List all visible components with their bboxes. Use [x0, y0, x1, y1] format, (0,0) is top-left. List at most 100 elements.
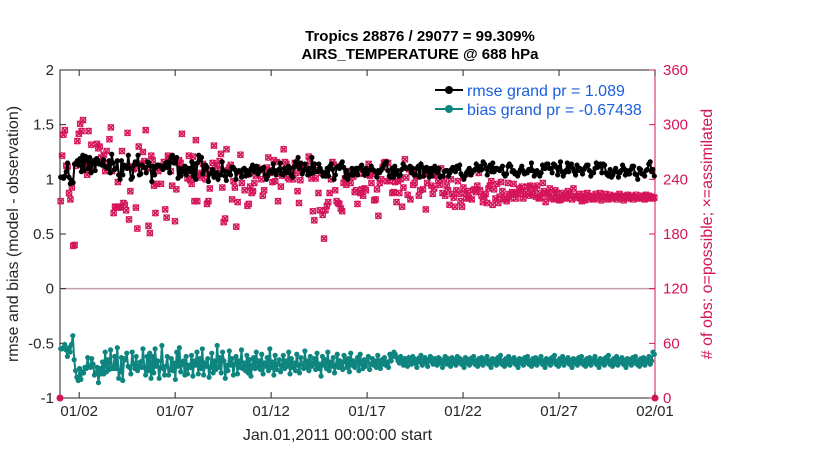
obs-assimilated-marker: [58, 152, 66, 160]
obs-assimilated-marker: [171, 217, 179, 225]
bias-point: [151, 370, 157, 376]
rmse-point: [615, 174, 622, 180]
obs-assimilated-marker: [280, 145, 288, 153]
rmse-point: [215, 176, 221, 182]
obs-assimilated-marker: [320, 234, 328, 243]
plot-frame: [59, 69, 656, 399]
obs-assimilated-marker: [550, 195, 558, 203]
obs-possible-marker: [468, 195, 476, 203]
obs-possible-marker: [510, 180, 517, 188]
bias-point: [159, 342, 165, 349]
bias-point: [134, 368, 141, 374]
bias-point: [192, 362, 199, 368]
bias-point: [72, 368, 79, 374]
right-tick-label: 240: [663, 171, 688, 188]
bias-point: [105, 357, 111, 363]
rmse-point: [118, 158, 125, 164]
rmse-point: [222, 173, 228, 179]
obs-assimilated-marker: [126, 187, 134, 195]
bias-point: [651, 351, 657, 357]
bias-point: [163, 363, 169, 369]
bias-point: [236, 358, 242, 364]
bias-point: [206, 374, 212, 380]
obs-possible-marker: [362, 186, 370, 194]
obs-possible-marker: [430, 185, 438, 192]
rmse-point: [218, 172, 224, 178]
bias-point: [470, 353, 477, 360]
obs-possible-marker: [152, 209, 159, 217]
obs-possible-marker: [210, 142, 218, 150]
chart-title-line1: Tropics 28876 / 29077 = 99.309%: [305, 28, 535, 45]
obs-assimilated-marker: [87, 141, 95, 149]
bias-point: [122, 357, 129, 363]
obs-assimilated-marker: [161, 205, 169, 213]
rmse-point: [204, 164, 210, 170]
rmse-point: [292, 159, 298, 165]
rmse-point: [312, 161, 318, 167]
obs-assimilated-marker: [419, 185, 427, 193]
rmse-point: [193, 176, 199, 182]
bias-point: [149, 353, 156, 360]
rmse-point: [178, 173, 184, 179]
rmse-point: [105, 165, 111, 171]
obs-possible-marker: [132, 204, 140, 211]
rmse-point: [200, 171, 206, 177]
bias-point: [276, 357, 282, 363]
obs-possible-marker: [161, 205, 169, 213]
bias-point: [198, 365, 204, 372]
bias-point: [259, 351, 265, 357]
bias-point: [197, 356, 203, 362]
rmse-point: [339, 159, 345, 165]
bias-point: [222, 375, 228, 381]
obs-possible-marker: [205, 197, 212, 205]
bias-point: [107, 347, 114, 353]
bias-point: [230, 372, 236, 378]
obs-assimilated-marker: [65, 189, 73, 197]
obs-assimilated-marker: [331, 186, 339, 194]
rmse-point: [64, 160, 71, 166]
obs-possible-marker: [241, 186, 249, 194]
rmse-point: [87, 154, 93, 161]
rmse-point: [220, 167, 227, 174]
obs-assimilated-marker: [342, 181, 350, 189]
bias-point: [357, 351, 363, 357]
bias-point: [248, 373, 254, 379]
rmse-point: [134, 161, 140, 167]
obs-assimilated-marker: [362, 186, 370, 194]
rmse-point: [296, 165, 303, 171]
obs-possible-marker: [294, 187, 301, 195]
bias-point: [133, 353, 139, 360]
obs-assimilated-marker: [373, 185, 381, 193]
obs-possible-marker: [497, 178, 505, 186]
obs-possible-marker: [142, 126, 150, 134]
rmse-point: [135, 152, 141, 158]
obs-possible-marker: [277, 183, 285, 191]
obs-possible-marker: [260, 186, 268, 194]
bias-point: [187, 364, 193, 370]
obs-assimilated-marker: [259, 192, 267, 200]
x-axis-label: Jan.01,2011 00:00:00 start: [243, 427, 433, 444]
rmse-point: [142, 164, 148, 170]
obs-possible-marker: [271, 177, 279, 185]
rmse-point: [626, 171, 633, 177]
obs-possible-marker: [320, 235, 328, 242]
obs-assimilated-marker: [79, 116, 87, 124]
bias-point: [268, 364, 274, 370]
obs-possible-marker: [189, 153, 197, 160]
bias-point: [180, 358, 187, 364]
rmse-point: [227, 172, 234, 178]
rmse-point: [538, 170, 544, 176]
bias-point: [234, 371, 241, 377]
obs-assimilated-marker: [218, 183, 226, 192]
rmse-point: [331, 176, 337, 182]
rmse-point: [70, 180, 76, 186]
obs-possible-marker: [107, 123, 115, 131]
bias-point: [203, 363, 209, 369]
bias-point: [377, 365, 384, 372]
obs-assimilated-marker: [176, 159, 185, 167]
obs-possible-marker: [125, 216, 133, 223]
rmse-point: [76, 162, 82, 168]
chart-title-line2: AIRS_TEMPERATURE @ 688 hPa: [301, 46, 539, 63]
obs-possible-marker: [237, 151, 244, 159]
obs-assimilated-marker: [482, 190, 490, 198]
